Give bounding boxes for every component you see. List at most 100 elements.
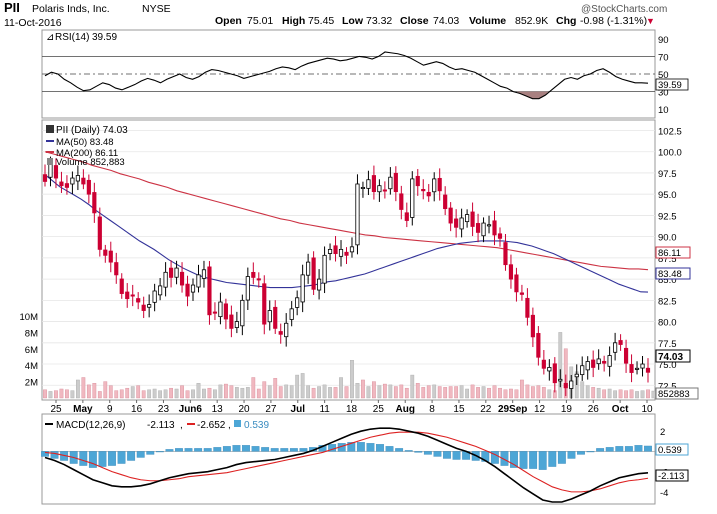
candle-body [136, 298, 141, 303]
x-tick-label: 18 [346, 404, 358, 415]
macd-histogram-bar [203, 448, 212, 452]
volume-bar [229, 385, 234, 399]
volume-bar [476, 387, 480, 399]
candle-body [585, 361, 590, 371]
macd-histogram-bar [376, 444, 384, 452]
candle-body [366, 179, 371, 189]
candle-body [382, 189, 387, 192]
rsi-line [44, 51, 649, 100]
candle-body [333, 245, 338, 255]
candle-body [344, 251, 349, 256]
candle-body [147, 304, 152, 308]
volume-bar [509, 388, 513, 399]
candle-body [42, 174, 48, 182]
candle-body [201, 269, 207, 279]
candle-body [530, 314, 535, 338]
chg-label: Chg [556, 15, 576, 27]
price-tick-label: 95.0 [658, 190, 677, 201]
volume-bar [196, 383, 201, 399]
macd-histogram-bar [184, 448, 193, 452]
volume-bar [218, 384, 223, 399]
volume-bar [256, 388, 261, 399]
volume-bar [306, 385, 311, 399]
macd-sep-1: , [180, 420, 183, 431]
price-tick-label: 92.5 [658, 211, 677, 222]
candle-body [618, 340, 623, 345]
candle-body [645, 367, 651, 373]
volume-bar [651, 390, 656, 399]
legend-price: PII (Daily) 74.03 [56, 125, 128, 136]
volume-bar [86, 384, 91, 399]
macd-histogram-bar [50, 451, 59, 459]
macd-histogram-bar [222, 446, 231, 452]
candle-body [64, 183, 70, 188]
macd-histogram-bar [557, 451, 566, 464]
volume-legend-swatch [47, 158, 53, 165]
candle-body [141, 304, 146, 311]
candle-body [59, 181, 64, 187]
macd-sep-2: , [228, 420, 231, 431]
chart-header: PII Polaris Inds, Inc. NYSE 11-Oct-2016 … [4, 0, 667, 29]
macd-histogram-bar [605, 447, 614, 452]
candle-body [278, 331, 283, 335]
macd-histogram-bar [280, 448, 289, 452]
candle-body [613, 342, 618, 353]
x-tick-label: 22 [480, 404, 492, 415]
macd-histogram-bar [98, 451, 107, 467]
volume-bar [350, 360, 354, 399]
volume-bar [317, 386, 321, 399]
price-tick-label: 82.5 [658, 296, 677, 307]
volume-bar [119, 389, 124, 399]
price-tick-label: 100.0 [658, 148, 682, 159]
candle-body [234, 321, 239, 328]
x-tick-label: 20 [238, 404, 250, 415]
candle-body [536, 333, 541, 358]
hist-last-box [655, 443, 689, 456]
macd-histogram-bar [289, 448, 298, 452]
macd-histogram-bar [395, 448, 404, 452]
volume-bar [503, 389, 508, 399]
candle-body [360, 186, 366, 189]
x-tick-label: 19 [561, 404, 573, 415]
volume-bar [547, 389, 552, 399]
volume-bar [185, 390, 190, 399]
legend-ma200: MA(200) 86.11 [56, 148, 118, 159]
volume-last-box [655, 387, 699, 400]
candle-body [596, 358, 601, 365]
candle-body [196, 274, 201, 288]
macd-histogram-bar [213, 447, 222, 452]
volume-bar [262, 381, 267, 399]
volume-last-value: 852883 [658, 389, 690, 400]
volume-bar [92, 383, 97, 399]
candle-body [547, 367, 552, 372]
legend-ma50: MA(50) 83.48 [56, 137, 114, 148]
macd-histogram-bar [577, 451, 585, 455]
macd-histogram-bar [242, 445, 250, 452]
volume-bar [284, 384, 289, 399]
candle-body [465, 214, 470, 223]
x-tick-label: Aug [396, 404, 415, 415]
macd-histogram-bar [127, 451, 136, 461]
macd-histogram-bar [615, 446, 624, 452]
volume-bar [147, 389, 152, 399]
volume-tick-label: 6M [25, 345, 38, 356]
macd-histogram-bar [433, 451, 442, 457]
candle-body [629, 364, 634, 373]
macd-last-value: -2.113 [658, 471, 684, 482]
volume-bar [174, 388, 179, 399]
high-label: High [282, 15, 305, 27]
x-tick-label: 10 [641, 404, 653, 415]
volume-bar [470, 384, 475, 399]
volume-bar [76, 379, 80, 399]
candle-body [114, 262, 119, 276]
volume-bar [245, 387, 250, 399]
volume-bar [158, 390, 163, 399]
macd-histogram-bar [500, 451, 509, 466]
x-tick-label: 16 [131, 404, 143, 415]
volume-bar [344, 386, 349, 399]
candle-body [75, 175, 80, 182]
volume-bar [541, 387, 546, 399]
volume-bar [613, 390, 617, 399]
volume-bar [273, 378, 278, 399]
